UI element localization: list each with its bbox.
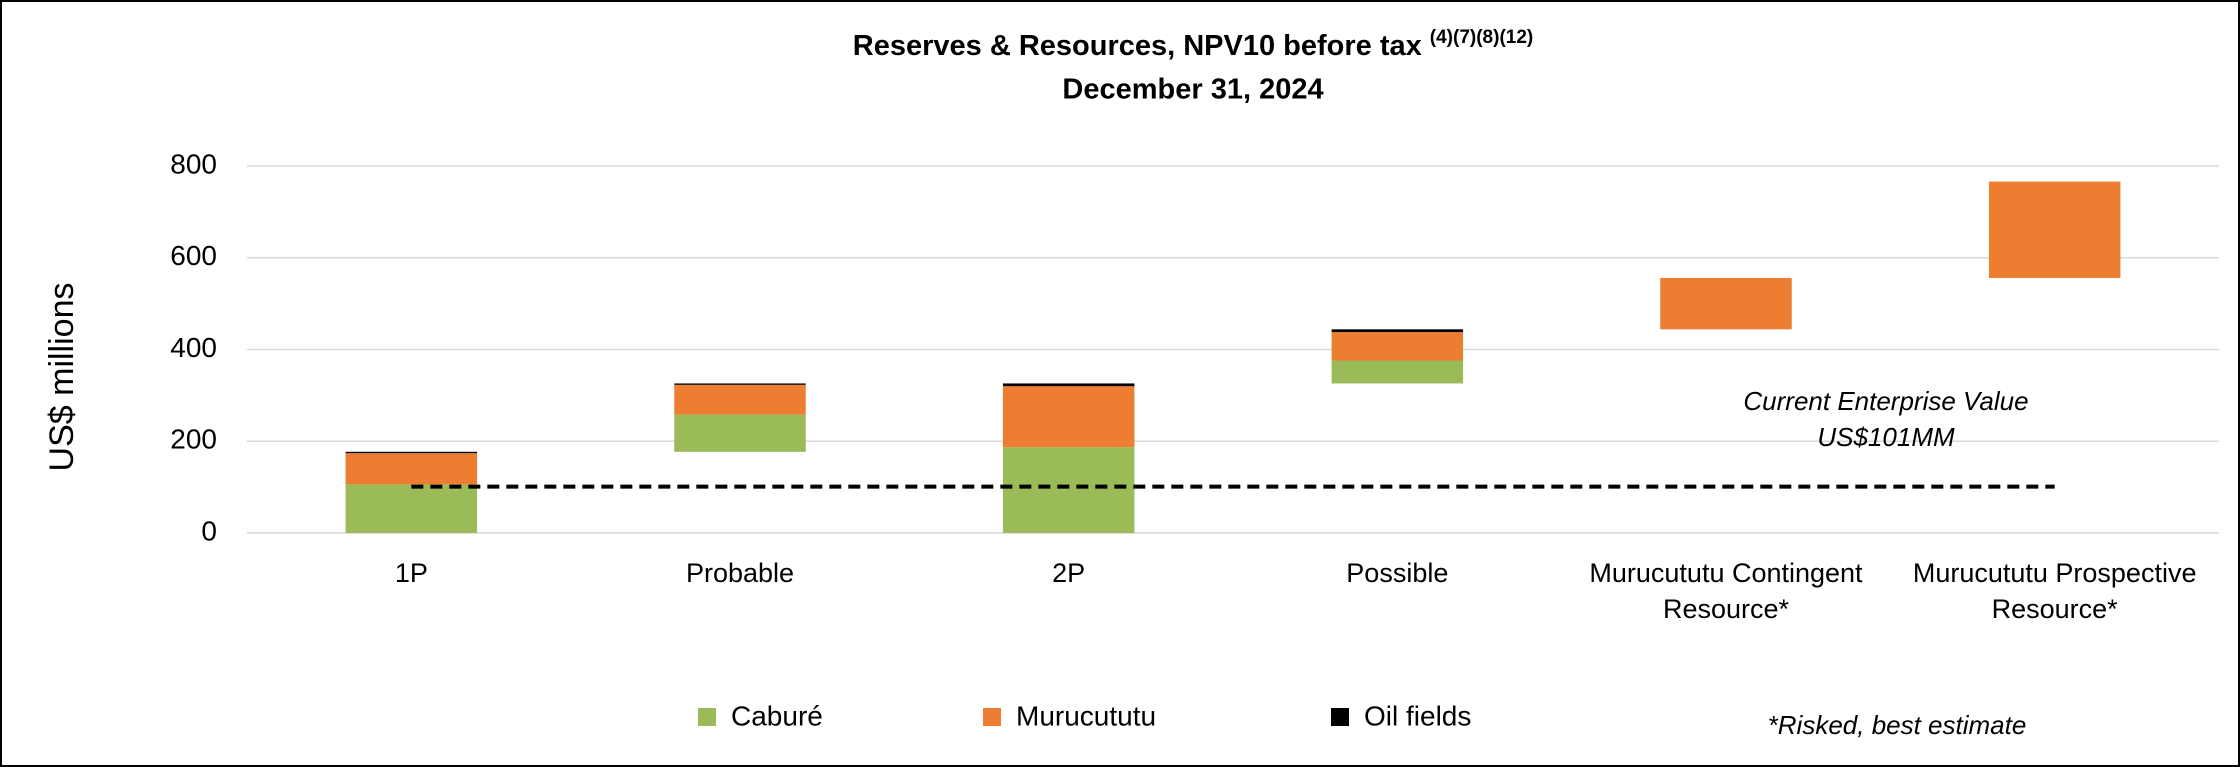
bar-segment (1002, 447, 1135, 533)
bar-segment (1002, 383, 1135, 387)
y-tick-label: 600 (170, 240, 217, 271)
bar-segment (1002, 386, 1135, 448)
x-tick-label: Possible (1346, 558, 1449, 588)
bar-segment (1331, 332, 1464, 361)
legend-label: Oil fields (1364, 700, 1471, 731)
bar-segment (1331, 360, 1464, 384)
bar-segment (345, 484, 478, 533)
x-tick-label: Murucututu Prospective Resource* (1912, 558, 2197, 624)
y-tick-label: 200 (170, 424, 217, 455)
footnote: *Risked, best estimate (1768, 710, 2027, 740)
reference-label: Current Enterprise Value (1743, 386, 2028, 416)
x-tick-label: Murucututu Contingent Resource* (1589, 558, 1863, 624)
y-axis-label: US$ millions (43, 283, 81, 472)
legend-marker (698, 708, 716, 726)
x-tick-label: Probable (685, 558, 795, 588)
bar-segment (1331, 329, 1464, 333)
bar-segment (345, 451, 478, 454)
reference-label: US$101MM (1817, 422, 1955, 452)
x-tick-label: 1P (394, 558, 428, 588)
y-tick-label: 800 (170, 148, 217, 179)
y-tick-label: 400 (170, 332, 217, 363)
legend-marker (983, 708, 1001, 726)
legend-label: Murucututu (1016, 700, 1156, 731)
bar-segment (1660, 277, 1792, 330)
bar-segment (674, 383, 806, 385)
bar-segment (674, 384, 806, 415)
bar-segment (345, 453, 478, 485)
x-tick-label: 2P (1052, 558, 1086, 588)
chart-title-group: Reserves & Resources, NPV10 before tax (4… (853, 27, 1533, 62)
bar-segment (1988, 181, 2121, 278)
legend-marker (1331, 708, 1349, 726)
chart-title: Reserves & Resources, NPV10 before tax (853, 30, 1422, 62)
y-tick-label: 0 (201, 515, 217, 546)
chart-title-superscript: (4)(7)(8)(12) (1430, 27, 1533, 48)
chart-subtitle: December 31, 2024 (1062, 74, 1323, 106)
legend-label: Caburé (731, 700, 823, 731)
bar-segment (674, 414, 806, 452)
